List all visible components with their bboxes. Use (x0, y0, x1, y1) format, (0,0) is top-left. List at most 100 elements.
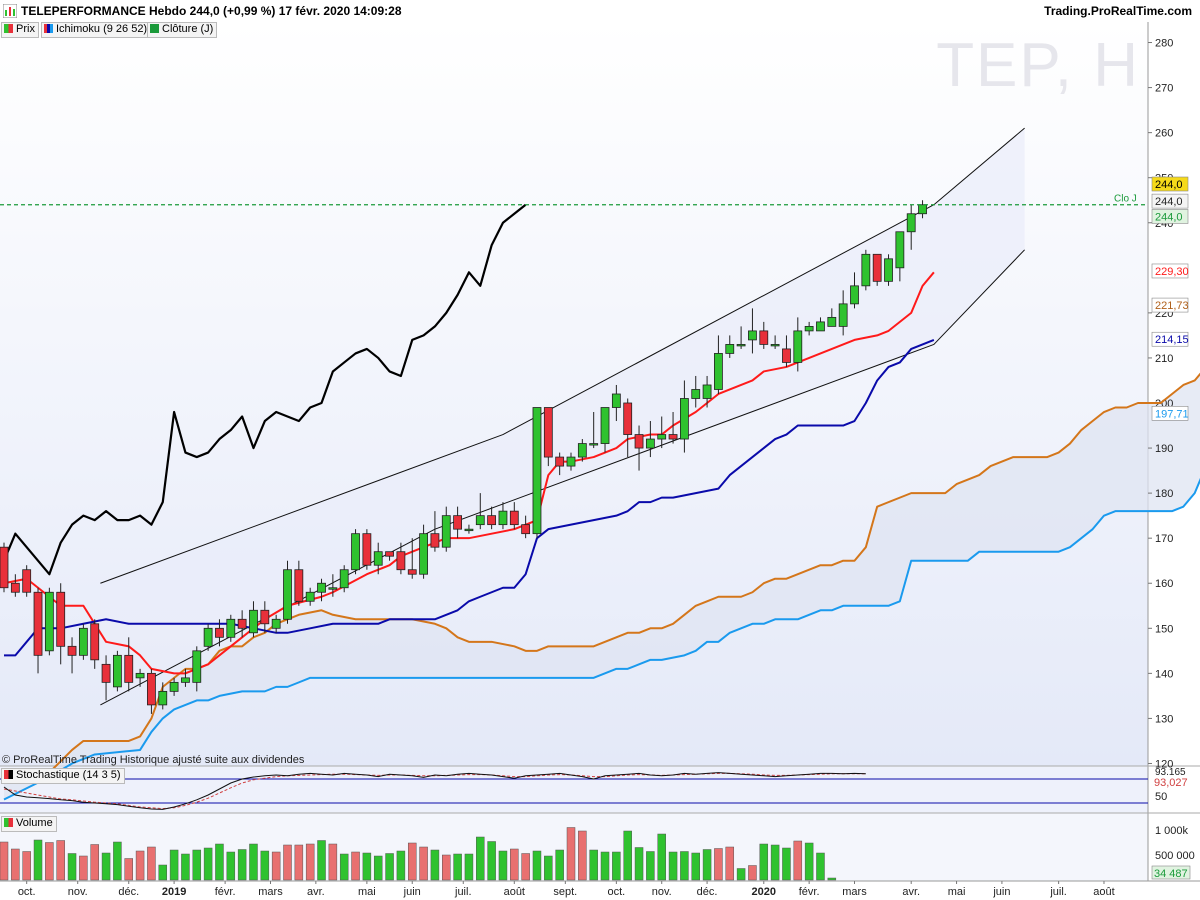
candle-up (657, 434, 667, 440)
candle-up (475, 515, 485, 526)
candle-down (782, 348, 791, 363)
volume-bar-down (510, 848, 519, 881)
candle-up (680, 398, 689, 440)
candle-up (714, 353, 723, 390)
volume-bar-down (351, 851, 360, 881)
y-tick-label: 260 (1155, 128, 1173, 140)
x-tick-label: oct. (607, 886, 625, 898)
legend-volume[interactable]: Volume (1, 816, 57, 832)
volume-bar-down (419, 846, 428, 881)
volume-bar-up (782, 847, 791, 881)
x-tick-label: 2020 (752, 886, 776, 898)
candle-down (634, 434, 644, 449)
senkou-span-b-line (3, 477, 1200, 801)
candle-up (895, 231, 905, 269)
volume-bar-up (453, 853, 462, 881)
legend-cloture[interactable]: Clôture (J) (147, 22, 218, 38)
legend-volume-label: Volume (16, 817, 53, 829)
stoch-level-label: 50 (1155, 791, 1167, 803)
tenkan-value-label: 229,30 (1155, 266, 1189, 278)
candle-up (691, 389, 701, 399)
stoch-d-box (1152, 775, 1190, 788)
volume-bar-up (317, 840, 326, 881)
candle-down (294, 569, 304, 602)
candle-up (78, 627, 88, 656)
volume-bar-up (736, 868, 746, 881)
volume-bar-up (203, 847, 213, 881)
volume-bar-down (124, 858, 133, 881)
candle-up (181, 677, 190, 683)
x-tick-label: nov. (68, 886, 88, 898)
kijun-sen-line (4, 338, 935, 657)
volume-bar-up (827, 877, 837, 881)
legend-prix-label: Prix (16, 23, 35, 35)
candle-up (736, 344, 746, 347)
volume-icon (4, 818, 13, 827)
candle-up (645, 438, 655, 449)
kijun-value-label-box (1151, 331, 1189, 347)
close-j-label-box (1151, 209, 1189, 224)
candle-up (600, 407, 610, 444)
legend-prix[interactable]: Prix (1, 22, 39, 38)
volume-bar-up (668, 851, 678, 881)
volume-bar-up (589, 849, 598, 881)
site-link[interactable]: Trading.ProRealTime.com (1044, 4, 1192, 18)
volume-bar-up (339, 853, 349, 881)
stoch-k-value: 93,165 (1155, 767, 1186, 778)
volume-bar-down (725, 846, 735, 881)
candle-up (339, 569, 349, 589)
legend-stochastic[interactable]: Stochastique (14 3 5) (1, 768, 125, 784)
candle-down (101, 663, 111, 683)
candle-up (305, 591, 315, 602)
volume-bar-up (498, 850, 508, 881)
volume-bar-up (600, 851, 610, 881)
channel-fill (100, 128, 1025, 705)
volume-bar-up (373, 855, 383, 881)
candle-up (906, 213, 916, 233)
close-j-label: 244,0 (1155, 211, 1183, 223)
candle-up (419, 533, 428, 575)
volume-bar-down (22, 851, 31, 881)
clo-j-label: Clo J (1114, 194, 1137, 205)
chart-title: TELEPERFORMANCE Hebdo 244,0 (+0,99 %) 17… (21, 4, 402, 18)
volume-bar-up (260, 850, 270, 881)
legend-stochastic-label: Stochastique (14 3 5) (16, 769, 121, 781)
volume-bar-up (362, 852, 372, 881)
volume-bar-up (532, 850, 542, 881)
y-tick-label: 130 (1155, 713, 1173, 725)
candle-up (804, 325, 814, 332)
candle-down (0, 546, 9, 589)
x-tick-label: juil. (454, 886, 472, 898)
candle-up (441, 515, 451, 548)
candle-up (373, 551, 383, 566)
volume-bar-down (748, 865, 757, 881)
volume-tick-label: 1 000k (1155, 825, 1189, 837)
x-tick-label: nov. (652, 886, 672, 898)
volume-bar-down (11, 848, 20, 881)
volume-bar-up (113, 841, 122, 881)
candle-up (498, 510, 508, 526)
volume-bar-down (793, 840, 803, 881)
volume-bar-down (271, 851, 281, 881)
y-tick-label: 120 (1155, 758, 1173, 770)
candle-up (532, 407, 542, 535)
candle-up (838, 303, 848, 327)
candle-down (521, 524, 531, 535)
candle-up (589, 443, 599, 446)
stoch-d-value: 93,027 (1154, 777, 1188, 789)
candle-down (453, 515, 463, 530)
volume-bar-up (544, 855, 553, 881)
volume-bar-up (396, 850, 406, 881)
candle-up (169, 681, 179, 692)
y-tick-label: 280 (1155, 38, 1173, 50)
candle-down (872, 253, 882, 282)
candle-down (67, 645, 77, 656)
volume-bar-up (623, 830, 632, 881)
candle-up (770, 344, 780, 347)
x-tick-label: juin (403, 886, 421, 898)
candle-up (271, 618, 281, 629)
last-price-label: 244,0 (1155, 179, 1183, 191)
legend-ichimoku[interactable]: Ichimoku (9 26 52) (41, 22, 152, 38)
volume-bar-down (147, 846, 156, 881)
